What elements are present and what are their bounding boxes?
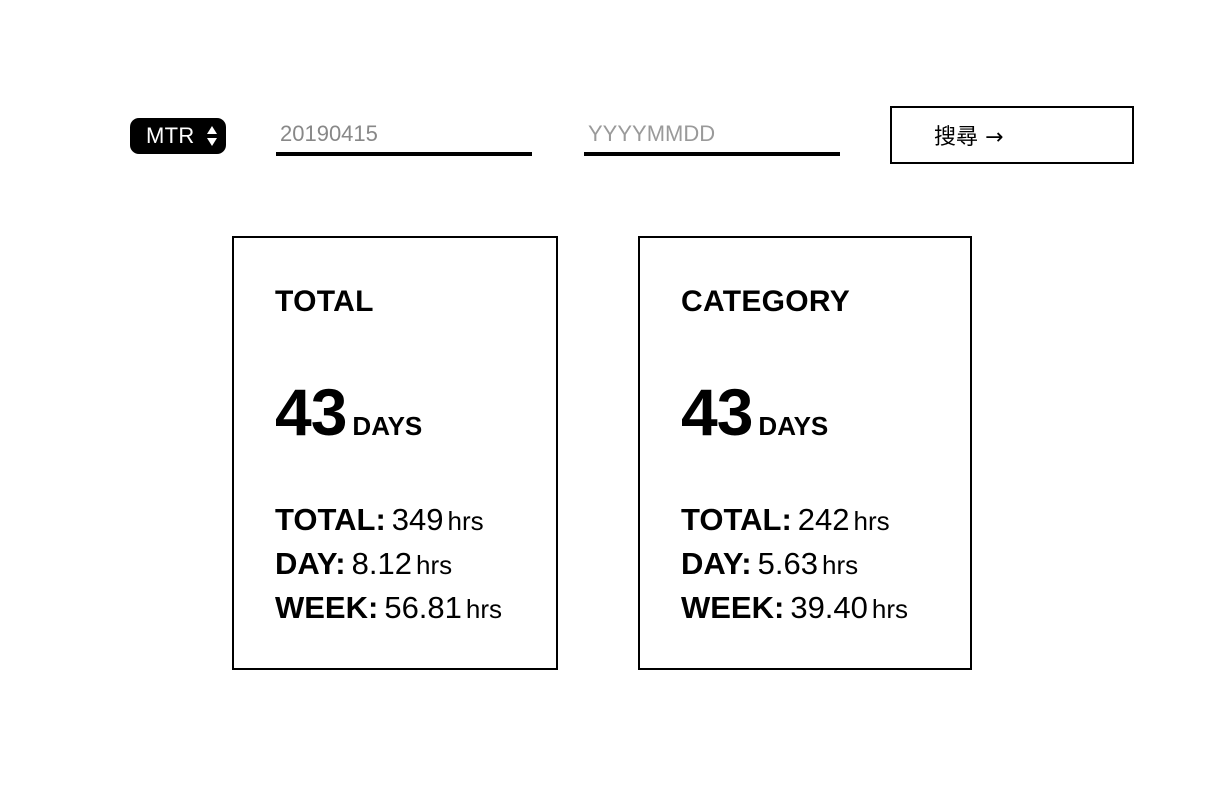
category-select[interactable]: MTR: [130, 118, 226, 154]
stat-label: WEEK:: [275, 590, 379, 625]
stat-week: WEEK: 39.40 hrs: [681, 590, 908, 626]
select-updown-icon: [207, 126, 217, 146]
stat-value: 242: [797, 502, 850, 537]
card-title: TOTAL: [275, 285, 374, 318]
stat-label: TOTAL:: [681, 502, 792, 537]
card-title: CATEGORY: [681, 285, 851, 318]
stat-day: DAY: 8.12 hrs: [275, 546, 452, 582]
stat-label: WEEK:: [681, 590, 785, 625]
days-number: 43: [681, 375, 753, 449]
start-date-input[interactable]: [276, 118, 532, 156]
stat-value: 56.81: [384, 590, 462, 625]
stat-value: 349: [391, 502, 444, 537]
total-card: TOTAL 43 DAYS TOTAL: 349 hrs DAY: 8.12 hrs WE…: [232, 236, 558, 670]
days-unit: DAYS: [352, 411, 423, 441]
stat-value: 8.12: [351, 546, 412, 581]
days-number: 43: [275, 375, 347, 449]
stat-unit: hrs: [465, 594, 503, 624]
end-date-input[interactable]: [584, 118, 840, 156]
stat-label: DAY:: [275, 546, 346, 581]
stat-unit: hrs: [447, 506, 484, 536]
stat-total: TOTAL: 242 hrs: [681, 502, 890, 538]
stat-label: DAY:: [681, 546, 752, 581]
stat-unit: hrs: [821, 550, 859, 580]
stat-label: TOTAL:: [275, 502, 386, 537]
days-unit: DAYS: [758, 411, 829, 441]
stat-value: 39.40: [790, 590, 868, 625]
stat-unit: hrs: [853, 506, 890, 536]
stat-week: WEEK: 56.81 hrs: [275, 590, 502, 626]
days-count: 43 DAYS: [681, 374, 828, 450]
stat-total: TOTAL: 349 hrs: [275, 502, 484, 538]
stat-day: DAY: 5.63 hrs: [681, 546, 858, 582]
stat-unit: hrs: [415, 550, 453, 580]
search-button[interactable]: 搜尋 →: [890, 106, 1134, 164]
stat-unit: hrs: [871, 594, 909, 624]
category-card: CATEGORY 43 DAYS TOTAL: 242 hrs DAY: 5.63 hrs…: [638, 236, 972, 670]
category-select-value: MTR: [146, 123, 195, 148]
stat-value: 5.63: [757, 546, 818, 581]
days-count: 43 DAYS: [275, 374, 422, 450]
